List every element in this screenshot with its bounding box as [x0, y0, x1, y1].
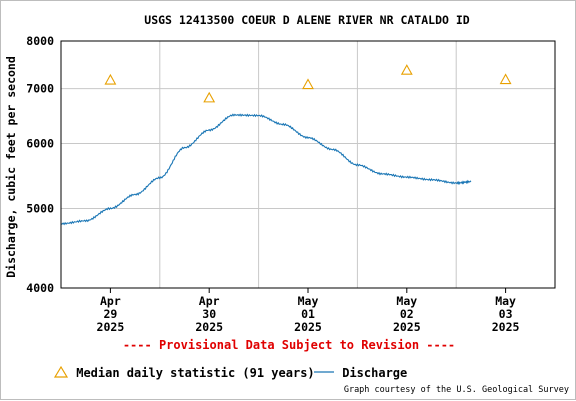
legend-label-median: Median daily statistic (91 years) — [76, 366, 315, 380]
median-marker — [302, 78, 314, 90]
x-tick-label: May 01 2025 — [294, 294, 322, 334]
triangle-marker-icon — [53, 365, 69, 378]
y-axis-label: Discharge, cubic feet per second — [4, 56, 18, 278]
y-tick-label: 5000 — [26, 201, 54, 215]
y-tick-label: 4000 — [26, 281, 54, 295]
provisional-notice: ---- Provisional Data Subject to Revisio… — [122, 338, 456, 352]
series-layer — [60, 64, 512, 226]
median-marker — [400, 64, 413, 75]
y-tick-label: 8000 — [26, 34, 54, 48]
legend-label-discharge: Discharge — [342, 366, 408, 380]
y-tick-label: 6000 — [26, 137, 54, 151]
legend-item-discharge: Discharge — [313, 365, 407, 380]
median-marker — [203, 91, 216, 103]
legend-item-median: Median daily statistic (91 years) — [53, 365, 315, 380]
median-marker — [104, 73, 117, 85]
courtesy-note: Graph courtesy of the U.S. Geological Su… — [343, 385, 569, 395]
line-marker-icon — [314, 371, 334, 373]
x-tick-label: Apr 30 2025 — [195, 294, 223, 334]
median-marker — [499, 73, 512, 85]
plot-area-border — [60, 40, 556, 289]
chart-title: USGS 12413500 COEUR D ALENE RIVER NR CAT… — [144, 13, 469, 27]
x-tick-labels: Apr 29 2025 Apr 30 2025 May 01 2025 May 02 2025 May 0… — [97, 288, 520, 334]
x-tick-label: May 03 2025 — [492, 294, 520, 334]
x-tick-label: May 02 2025 — [393, 294, 421, 334]
y-tick-labels: 4000 5000 6000 7000 8000 — [26, 34, 54, 295]
discharge-line — [60, 113, 472, 226]
y-tick-label: 7000 — [26, 82, 54, 96]
x-tick-label: Apr 29 2025 — [97, 294, 125, 334]
grid-lines — [61, 40, 555, 289]
